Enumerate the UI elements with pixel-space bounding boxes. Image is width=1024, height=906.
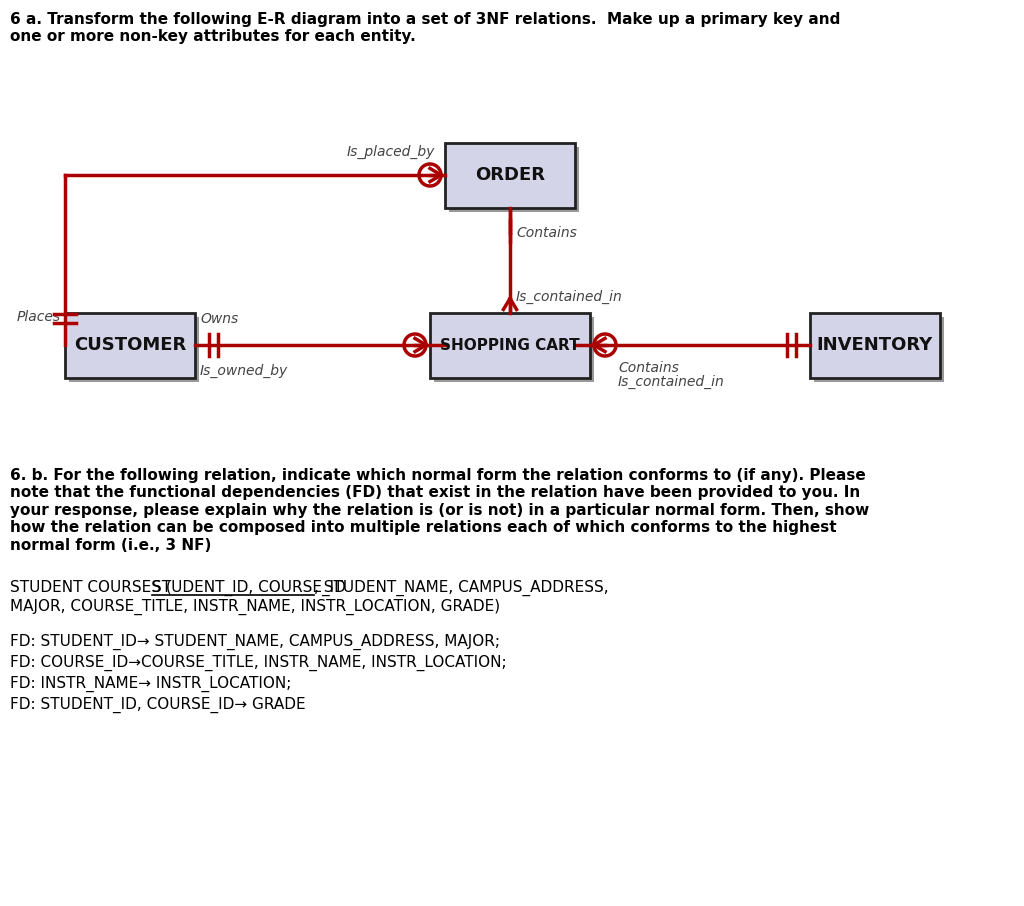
- Text: ORDER: ORDER: [475, 166, 545, 184]
- Text: MAJOR, COURSE_TITLE, INSTR_NAME, INSTR_LOCATION, GRADE): MAJOR, COURSE_TITLE, INSTR_NAME, INSTR_L…: [10, 599, 500, 615]
- FancyBboxPatch shape: [65, 313, 195, 378]
- Text: Is_owned_by: Is_owned_by: [200, 364, 288, 378]
- Text: FD: INSTR_NAME→ INSTR_LOCATION;: FD: INSTR_NAME→ INSTR_LOCATION;: [10, 676, 292, 692]
- Text: Owns: Owns: [200, 312, 239, 326]
- Text: SHOPPING CART: SHOPPING CART: [440, 338, 580, 352]
- FancyBboxPatch shape: [69, 316, 199, 381]
- Text: INVENTORY: INVENTORY: [817, 336, 933, 354]
- Text: STUDENT COURSES (: STUDENT COURSES (: [10, 580, 172, 595]
- FancyBboxPatch shape: [814, 316, 944, 381]
- Text: Contains: Contains: [618, 361, 679, 375]
- FancyBboxPatch shape: [434, 316, 594, 381]
- Text: , STUDENT_NAME, CAMPUS_ADDRESS,: , STUDENT_NAME, CAMPUS_ADDRESS,: [314, 580, 608, 596]
- FancyBboxPatch shape: [810, 313, 940, 378]
- Text: Places: Places: [16, 310, 61, 324]
- Text: STUDENT_ID, COURSE_ID: STUDENT_ID, COURSE_ID: [152, 580, 346, 596]
- FancyBboxPatch shape: [430, 313, 590, 378]
- Text: Is_placed_by: Is_placed_by: [347, 145, 435, 159]
- Text: FD: COURSE_ID→COURSE_TITLE, INSTR_NAME, INSTR_LOCATION;: FD: COURSE_ID→COURSE_TITLE, INSTR_NAME, …: [10, 655, 507, 671]
- Text: 6. b. For the following relation, indicate which normal form the relation confor: 6. b. For the following relation, indica…: [10, 468, 869, 553]
- Text: FD: STUDENT_ID, COURSE_ID→ GRADE: FD: STUDENT_ID, COURSE_ID→ GRADE: [10, 697, 305, 713]
- FancyBboxPatch shape: [445, 142, 575, 207]
- Text: 6 a. Transform the following E-R diagram into a set of 3NF relations.  Make up a: 6 a. Transform the following E-R diagram…: [10, 12, 841, 44]
- Text: CUSTOMER: CUSTOMER: [74, 336, 186, 354]
- Text: Is_contained_in: Is_contained_in: [516, 290, 623, 304]
- Text: Is_contained_in: Is_contained_in: [618, 375, 725, 390]
- Text: FD: STUDENT_ID→ STUDENT_NAME, CAMPUS_ADDRESS, MAJOR;: FD: STUDENT_ID→ STUDENT_NAME, CAMPUS_ADD…: [10, 634, 500, 651]
- Text: Contains: Contains: [516, 226, 577, 240]
- FancyBboxPatch shape: [449, 147, 579, 211]
